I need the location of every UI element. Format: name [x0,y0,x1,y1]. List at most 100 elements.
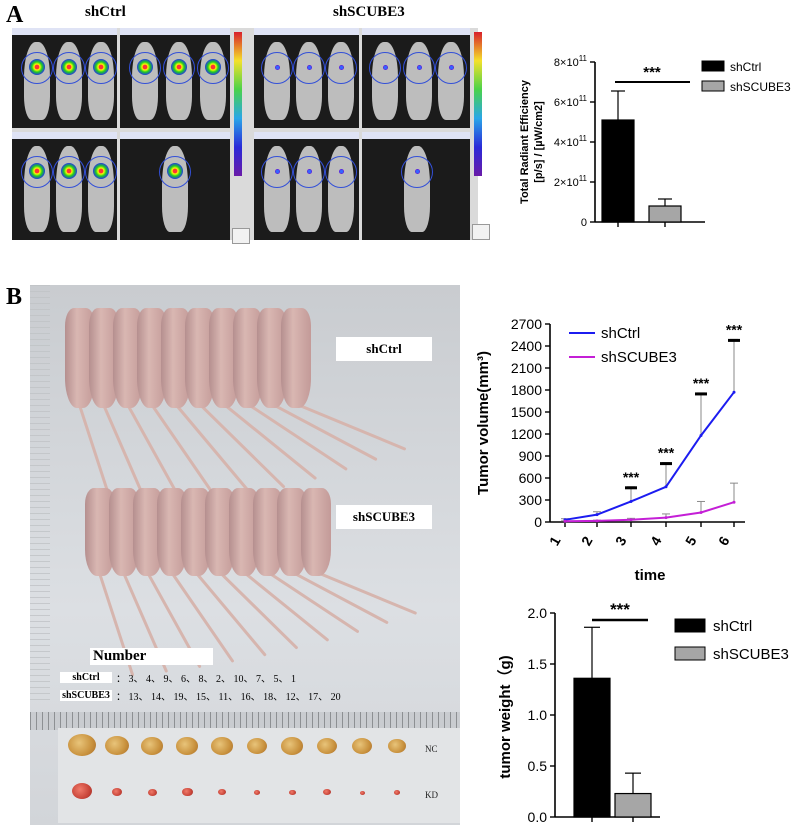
y-tick-label: 2100 [511,360,542,376]
ivis-roi-strip [254,28,359,35]
panel-a-label: A [6,2,24,28]
y-axis-label: Total Radiant Efficiency [p/s] / [µW/cm2] [519,79,545,204]
data-point [699,433,703,437]
x-tick-label: 3 [612,533,630,548]
data-point [732,500,736,504]
roi-circle [21,52,53,84]
legend-label: shSCUBE3 [713,646,789,663]
legend-label: shCtrl [601,325,640,342]
tumor-specimen [388,739,406,754]
significance-label: *** [726,321,743,337]
ivis-image [362,132,470,240]
y-tick-label: 2.0 [528,605,548,621]
tumor-specimen [218,789,226,796]
radiant-efficiency-chart: 0 2×1011 4×1011 6×1011 8×1011 *** Total Radian… [519,54,791,229]
tumor-specimen [281,737,303,755]
roi-circle [325,52,357,84]
tumor-specimen [72,783,92,799]
tumor-specimen [105,736,129,756]
y-tick-label: 0 [534,514,542,530]
y-tick-label: 1500 [511,404,542,420]
x-tick-label: 2 [578,533,596,548]
tray-ruler [30,712,460,730]
ivis-roi-strip [362,28,470,35]
bioluminescence-signal [382,64,388,70]
ivis-image [254,28,359,128]
tumor-specimen [147,788,157,796]
y-tick-label: 0.5 [528,758,548,774]
color-scale-box [232,228,250,244]
y-tick-label: 8×1011 [554,54,588,69]
colorbar [474,32,482,176]
number-table: shCtrl ： 3、 4、 9、 6、 8、 2、 10、 7、 5、 1 s… [60,668,360,704]
bioluminescence-signal [338,168,344,174]
ivis-roi-strip [254,132,359,139]
significance-label: *** [643,64,661,81]
bioluminescence-signal [338,64,344,70]
x-tick-label: 1 [546,533,564,548]
y-tick-label: 2400 [511,338,542,354]
tumor-specimen [288,789,296,796]
number-row-values: ： 3、 4、 9、 6、 8、 2、 10、 7、 5、 1 [116,673,296,685]
ivis-image [254,132,359,240]
photo-ruler-vertical [30,285,50,705]
legend-swatch [701,60,725,72]
y-tick-label: 900 [519,448,543,464]
tumor-specimen [141,737,163,755]
significance-label: *** [658,445,675,461]
legend-swatch [674,618,706,633]
y-axis-label: Tumor volume(mm³) [475,351,492,495]
y-tick-label: 2×1011 [554,174,588,189]
bioluminescence-signal [61,163,77,179]
roi-circle [403,52,435,84]
tumor-specimen [247,738,267,754]
data-point [699,510,703,514]
roi-circle [293,156,325,188]
bioluminescence-signal [448,64,454,70]
tumor-specimen [394,790,400,795]
legend-label: shSCUBE3 [730,80,791,94]
roi-circle [129,52,161,84]
data-point [595,519,599,523]
bioluminescence-signal [93,59,109,75]
bar-shCtrl [573,677,611,818]
y-tick-label: 1.0 [528,707,548,723]
nude-mouse [281,308,311,408]
tumor-specimen [112,788,122,796]
panel-b-label: B [6,284,23,310]
y-tick-label: 4×1011 [554,134,588,149]
number-row-name: shSCUBE3 [60,689,112,701]
y-tick-label: 0 [581,217,587,229]
nude-mouse [301,488,331,576]
ivis-roi-strip [120,132,230,139]
bioluminescence-signal [274,64,280,70]
tumor-specimen [359,790,365,795]
roi-circle [85,52,117,84]
ivis-roi-strip [362,132,470,139]
series-line-shCtrl [564,391,735,521]
number-title: Number [90,648,213,665]
y-tick-label: 6×1011 [554,94,588,109]
data-point [629,499,633,503]
roi-circle [261,52,293,84]
data-point [664,485,668,489]
ivis-image [120,132,230,240]
ivis-roi-strip [12,132,117,139]
bioluminescence-signal [274,168,280,174]
bioluminescence-signal [29,163,45,179]
legend-label: shSCUBE3 [601,349,677,366]
tumor-specimen [317,738,337,754]
roi-circle [369,52,401,84]
tray-label-kd: KD [425,790,438,800]
bioluminescence-signal [61,59,77,75]
tumor-specimen [323,789,331,796]
data-point [595,513,599,517]
data-point [664,516,668,520]
roi-circle [435,52,467,84]
series-line-shSCUBE3 [564,501,735,523]
ivis-group-label-kd: shSCUBE3 [333,4,405,20]
significance-label: *** [623,469,640,485]
data-point [732,390,736,394]
y-tick-label: 1200 [511,426,542,442]
tumor-weight-chart: 0.0 0.5 1.0 1.5 2.0 *** tumor weight（g) shCtrl s… [496,600,789,825]
